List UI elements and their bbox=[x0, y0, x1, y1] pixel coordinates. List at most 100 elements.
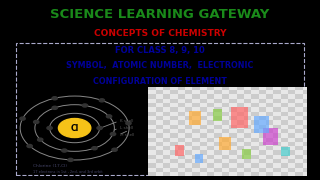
Bar bbox=[163, 116, 170, 120]
Bar bbox=[148, 116, 156, 120]
Bar bbox=[185, 138, 192, 142]
Bar bbox=[244, 133, 251, 138]
Bar bbox=[214, 112, 222, 116]
Bar bbox=[259, 168, 266, 172]
Bar bbox=[251, 172, 259, 176]
Bar bbox=[148, 159, 156, 163]
Bar bbox=[229, 142, 236, 146]
Bar bbox=[170, 142, 178, 146]
Bar bbox=[266, 103, 273, 107]
Text: Chlorine (17,Cl): Chlorine (17,Cl) bbox=[33, 164, 68, 168]
Bar bbox=[170, 155, 178, 159]
Bar bbox=[244, 142, 251, 146]
Bar bbox=[192, 150, 200, 155]
Circle shape bbox=[47, 127, 52, 130]
Bar bbox=[288, 168, 295, 172]
Bar bbox=[207, 138, 214, 142]
Bar bbox=[236, 129, 244, 133]
Bar bbox=[229, 163, 236, 168]
Bar bbox=[259, 90, 266, 94]
Bar bbox=[192, 103, 200, 107]
Bar bbox=[200, 146, 207, 150]
Bar bbox=[148, 112, 156, 116]
Bar bbox=[259, 155, 266, 159]
Bar bbox=[229, 133, 236, 138]
Bar bbox=[288, 146, 295, 150]
Bar bbox=[303, 146, 307, 150]
Bar bbox=[295, 120, 303, 125]
Bar bbox=[156, 133, 163, 138]
Bar bbox=[251, 146, 259, 150]
Bar bbox=[185, 168, 192, 172]
Bar bbox=[229, 150, 236, 155]
Bar bbox=[251, 168, 259, 172]
Bar bbox=[192, 163, 200, 168]
Bar bbox=[288, 150, 295, 155]
Bar bbox=[281, 142, 288, 146]
Bar bbox=[273, 99, 281, 103]
Circle shape bbox=[52, 97, 57, 100]
Bar bbox=[163, 155, 170, 159]
Bar bbox=[236, 146, 244, 150]
Bar bbox=[281, 87, 288, 90]
Bar bbox=[148, 172, 156, 176]
Bar bbox=[207, 125, 214, 129]
Bar bbox=[259, 172, 266, 176]
Bar bbox=[156, 90, 163, 94]
Bar bbox=[266, 99, 273, 103]
Bar bbox=[266, 107, 273, 112]
Bar bbox=[259, 116, 266, 120]
Bar bbox=[170, 99, 178, 103]
Bar bbox=[251, 155, 259, 159]
Bar bbox=[236, 107, 244, 112]
Bar bbox=[251, 116, 259, 120]
Bar bbox=[236, 172, 244, 176]
Bar bbox=[295, 163, 303, 168]
Bar bbox=[185, 129, 192, 133]
Bar bbox=[273, 107, 281, 112]
Bar bbox=[207, 163, 214, 168]
Bar bbox=[295, 90, 303, 94]
Bar bbox=[222, 163, 229, 168]
Bar bbox=[236, 103, 244, 107]
Bar bbox=[244, 129, 251, 133]
Bar bbox=[170, 87, 178, 90]
Bar bbox=[170, 163, 178, 168]
Bar bbox=[163, 94, 170, 99]
Text: CONCEPTS OF CHEMISTRY: CONCEPTS OF CHEMISTRY bbox=[94, 29, 226, 38]
Bar bbox=[236, 94, 244, 99]
Bar bbox=[288, 112, 295, 116]
Bar bbox=[163, 133, 170, 138]
Circle shape bbox=[62, 149, 67, 152]
Bar bbox=[214, 172, 222, 176]
Bar bbox=[259, 163, 266, 168]
Bar bbox=[273, 87, 281, 90]
Bar bbox=[266, 116, 273, 120]
Bar bbox=[156, 107, 163, 112]
Bar bbox=[295, 150, 303, 155]
Bar bbox=[175, 145, 184, 156]
Bar bbox=[200, 94, 207, 99]
Bar bbox=[229, 159, 236, 163]
Bar bbox=[229, 103, 236, 107]
Bar bbox=[244, 168, 251, 172]
Bar bbox=[156, 125, 163, 129]
Bar bbox=[156, 155, 163, 159]
Bar bbox=[236, 120, 244, 125]
Bar bbox=[170, 103, 178, 107]
Bar bbox=[236, 150, 244, 155]
Bar bbox=[214, 99, 222, 103]
Bar bbox=[295, 94, 303, 99]
Bar bbox=[273, 129, 281, 133]
Bar bbox=[251, 159, 259, 163]
Bar bbox=[303, 94, 307, 99]
Bar bbox=[214, 133, 222, 138]
Bar bbox=[163, 120, 170, 125]
Bar bbox=[251, 138, 259, 142]
Bar bbox=[163, 163, 170, 168]
Bar bbox=[259, 146, 266, 150]
Bar bbox=[303, 125, 307, 129]
Bar bbox=[163, 87, 170, 90]
Bar bbox=[200, 120, 207, 125]
Bar bbox=[178, 116, 185, 120]
